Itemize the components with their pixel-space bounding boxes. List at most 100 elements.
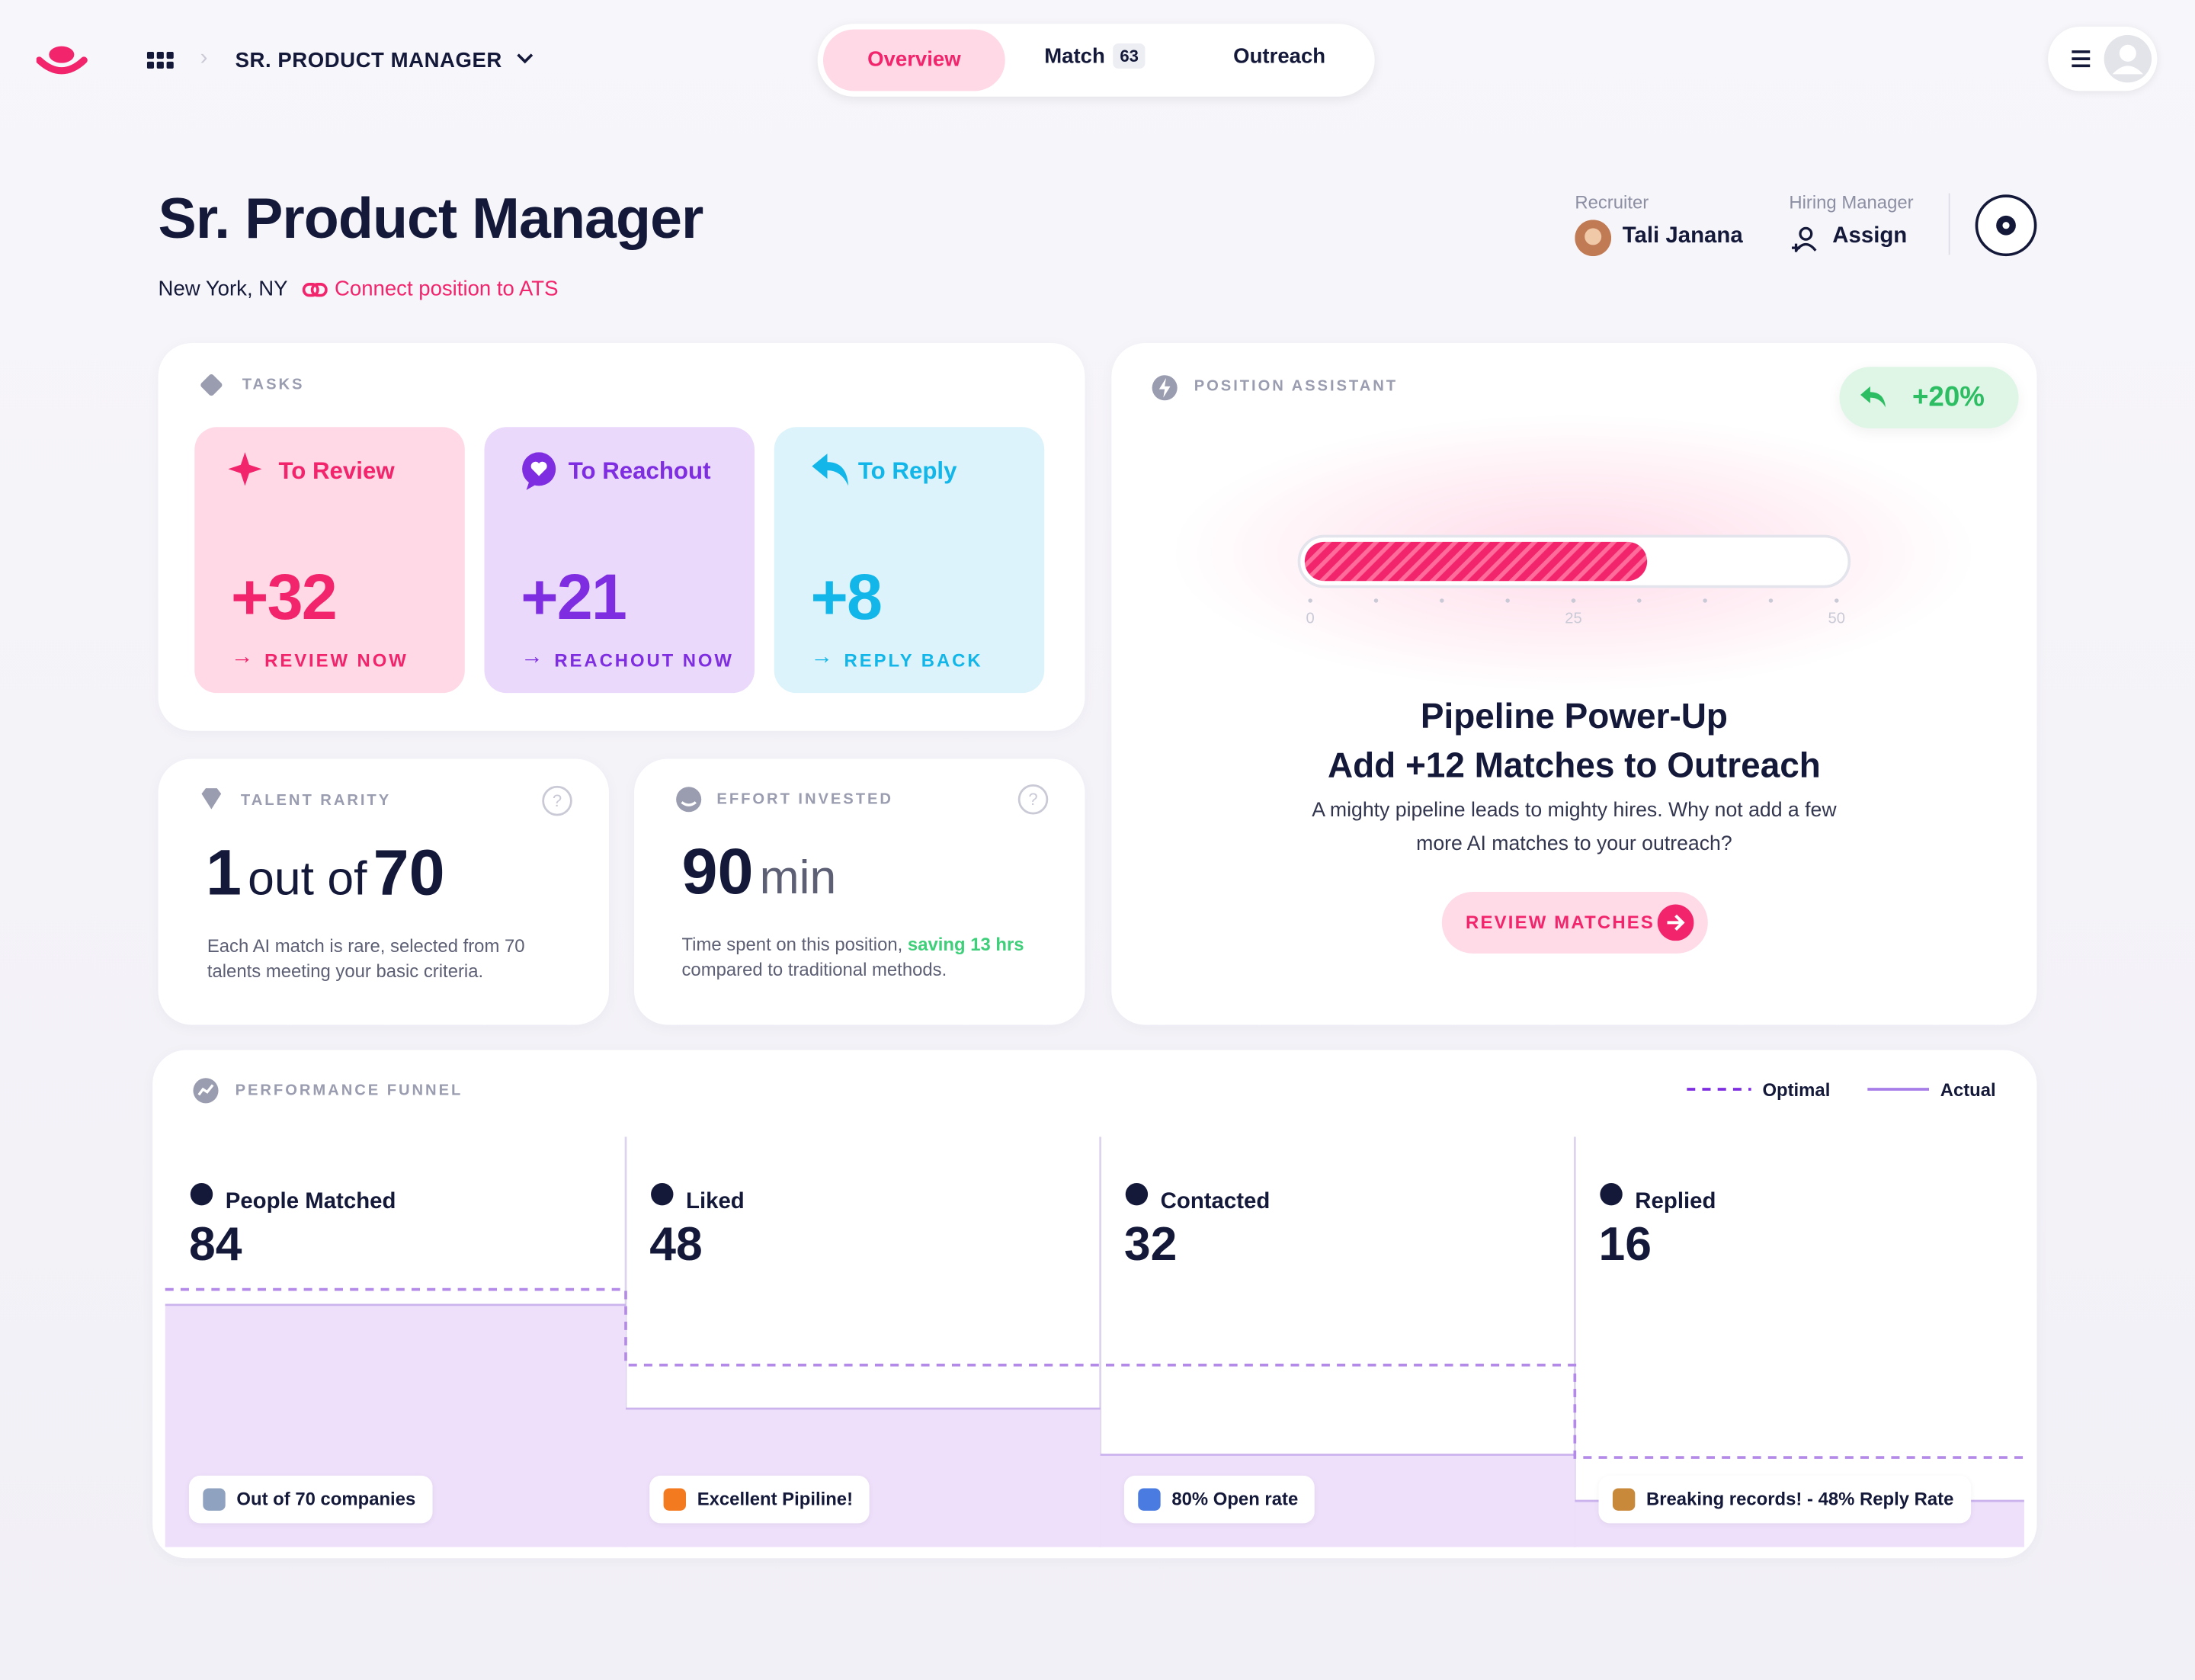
note-icon bbox=[203, 1488, 226, 1511]
hiring-manager-label: Hiring Manager bbox=[1789, 191, 1914, 213]
stage-name: Liked bbox=[685, 1190, 745, 1214]
menu-icon bbox=[2072, 50, 2091, 68]
stage-note: Out of 70 companies bbox=[188, 1475, 433, 1524]
tick-label: 25 bbox=[1565, 610, 1581, 627]
breadcrumb-sep: › bbox=[200, 46, 208, 70]
bolt-icon bbox=[1152, 375, 1178, 401]
note-icon bbox=[1138, 1488, 1161, 1511]
stage-icon bbox=[1600, 1183, 1623, 1206]
tick-mark bbox=[1835, 598, 1839, 603]
legend-label: Actual bbox=[1940, 1079, 1996, 1101]
diamond-icon bbox=[201, 788, 222, 810]
recruiter-avatar bbox=[1575, 220, 1612, 257]
tasks-icon bbox=[200, 374, 223, 396]
section-label: EFFORT INVESTED bbox=[716, 790, 893, 808]
rarity-number: 1 bbox=[205, 835, 242, 909]
tab-badge: 63 bbox=[1113, 43, 1146, 69]
arrow: → bbox=[521, 645, 543, 669]
stage-note: Breaking records! - 48% Reply Rate bbox=[1598, 1475, 1971, 1524]
arrow-icon bbox=[1657, 904, 1694, 941]
effort-value: 90 min bbox=[681, 833, 836, 909]
progress-dot bbox=[1440, 598, 1444, 603]
stage-value: 48 bbox=[649, 1217, 703, 1271]
location: New York, NY bbox=[158, 277, 288, 301]
text: Time spent on this position, bbox=[681, 934, 903, 955]
effort-number: 90 bbox=[681, 834, 754, 908]
position-name[interactable]: SR. PRODUCT MANAGER bbox=[235, 49, 502, 73]
reply-icon bbox=[1860, 386, 1886, 408]
progress-fill bbox=[1304, 541, 1648, 582]
progress-dot bbox=[1505, 598, 1510, 603]
tasks-card: TASKS To Review +32 → REVIEW NOW To Reac… bbox=[158, 342, 1085, 731]
chart-icon bbox=[193, 1078, 219, 1104]
button-label: REVIEW MATCHES bbox=[1466, 911, 1655, 933]
progress-bar: 0 25 50 bbox=[1297, 534, 1851, 627]
task-count: +21 bbox=[521, 559, 627, 633]
face-icon bbox=[676, 787, 702, 813]
tab[interactable]: Match bbox=[1044, 44, 1105, 69]
divider bbox=[1948, 193, 1950, 255]
reply-icon bbox=[812, 454, 849, 486]
stage-name: Contacted bbox=[1160, 1190, 1271, 1214]
avatar bbox=[2104, 34, 2152, 83]
stage-note: 80% Open rate bbox=[1123, 1475, 1315, 1524]
task-card[interactable]: To Reachout +21 → REACHOUT NOW bbox=[484, 427, 755, 694]
task-action[interactable]: REACHOUT NOW bbox=[554, 649, 734, 671]
tick-mark bbox=[1308, 598, 1312, 603]
help-icon[interactable]: ? bbox=[1017, 784, 1049, 815]
hiring-manager[interactable]: Assign bbox=[1832, 223, 1908, 248]
stage-icon bbox=[1125, 1183, 1149, 1206]
user-menu[interactable] bbox=[2048, 26, 2158, 91]
progress-dot bbox=[1768, 598, 1774, 603]
help-icon[interactable]: ? bbox=[542, 785, 572, 816]
growth-badge: +20% bbox=[1839, 367, 2019, 429]
stage-name: Replied bbox=[1635, 1190, 1716, 1214]
tab[interactable]: Overview bbox=[822, 29, 1005, 91]
talent-rarity-card: TALENT RARITY ? 1 out of 70 Each AI matc… bbox=[158, 758, 609, 1025]
effort-card: EFFORT INVESTED ? 90 min Time spent on t… bbox=[634, 758, 1085, 1025]
task-count: +8 bbox=[810, 559, 883, 633]
page-title: Sr. Product Manager bbox=[158, 186, 704, 251]
recruiter-name[interactable]: Tali Janana bbox=[1622, 223, 1743, 248]
heart-bubble-icon bbox=[522, 452, 556, 490]
arrow: → bbox=[231, 645, 254, 669]
task-action[interactable]: REVIEW NOW bbox=[264, 649, 409, 671]
progress-dot bbox=[1703, 598, 1707, 603]
headline: Pipeline Power-Up Add +12 Matches to Outr… bbox=[1111, 693, 2036, 791]
ats-link[interactable]: Connect position to ATS bbox=[334, 277, 559, 301]
tick-label: 0 bbox=[1306, 610, 1315, 627]
assign-icon bbox=[1792, 226, 1817, 252]
task-card[interactable]: To Review +32 → REVIEW NOW bbox=[194, 427, 465, 694]
task-title: To Reply bbox=[857, 457, 957, 485]
task-action[interactable]: REPLY BACK bbox=[844, 649, 983, 671]
review-matches-button[interactable]: REVIEW MATCHES bbox=[1441, 891, 1708, 954]
rarity-description: Each AI match is rare, selected from 70 … bbox=[207, 935, 525, 982]
stage-icon bbox=[651, 1183, 674, 1206]
dropdown-icon[interactable] bbox=[515, 52, 535, 66]
rarity-total: 70 bbox=[373, 835, 445, 909]
legend-swatch bbox=[1867, 1088, 1930, 1091]
legend-swatch bbox=[1687, 1088, 1751, 1091]
link-icon bbox=[302, 283, 328, 297]
apps-icon[interactable] bbox=[146, 51, 175, 72]
optimal-line bbox=[165, 1287, 2024, 1459]
text: compared to traditional methods. bbox=[681, 959, 947, 980]
recruiter-label: Recruiter bbox=[1575, 191, 1649, 213]
legend-label: Optimal bbox=[1762, 1079, 1831, 1101]
progress-dot bbox=[1373, 598, 1379, 603]
arrow: → bbox=[810, 645, 833, 669]
growth-value: +20% bbox=[1911, 382, 1985, 413]
section-label: PERFORMANCE FUNNEL bbox=[235, 1082, 463, 1099]
tick-mark bbox=[1571, 598, 1576, 603]
section-label: TASKS bbox=[242, 377, 305, 394]
task-card[interactable]: To Reply +8 → REPLY BACK bbox=[774, 427, 1045, 694]
section-label: TALENT RARITY bbox=[240, 792, 392, 810]
tab[interactable]: Outreach bbox=[1233, 44, 1326, 69]
assistant-body: A mighty pipeline leads to mighty hires.… bbox=[1312, 799, 1837, 856]
settings-button[interactable] bbox=[1974, 193, 2038, 257]
section-label: POSITION ASSISTANT bbox=[1194, 377, 1399, 395]
rarity-mid: out of bbox=[248, 852, 367, 906]
logo[interactable] bbox=[36, 42, 90, 79]
stage-name: People Matched bbox=[225, 1190, 396, 1214]
